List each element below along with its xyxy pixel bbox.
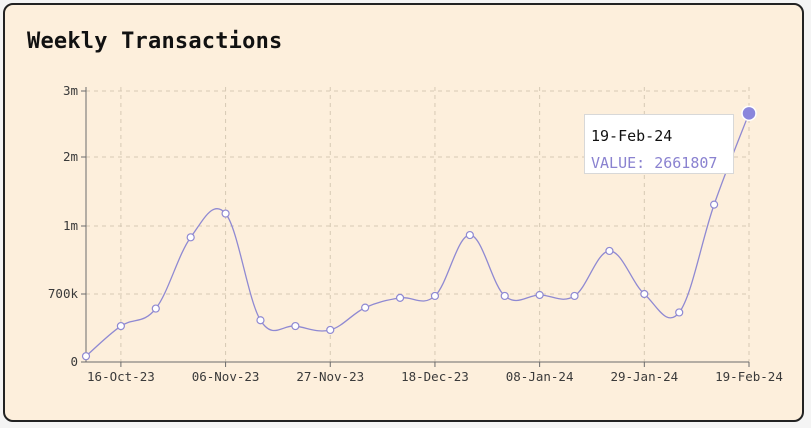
y-tick-label: 0 xyxy=(70,354,78,369)
grid xyxy=(86,87,750,362)
data-point xyxy=(535,290,544,300)
tooltip-value: VALUE: 2661807 xyxy=(591,154,718,172)
data-point xyxy=(116,321,125,331)
data-point xyxy=(291,321,300,331)
x-tick-label: 29-Jan-24 xyxy=(610,369,678,384)
data-point xyxy=(430,291,440,301)
chart-card: Weekly Transactions 0 700k 1m 2m 3m 16-Oct-23… xyxy=(3,3,804,422)
x-tick-label: 08-Jan-24 xyxy=(506,369,574,384)
active-data-point xyxy=(741,105,757,122)
y-tick-label: 1m xyxy=(63,218,78,233)
x-tick-label: 18-Dec-23 xyxy=(401,369,469,384)
data-point xyxy=(675,308,684,317)
x-tick-label: 19-Feb-24 xyxy=(715,369,783,384)
data-point xyxy=(361,303,370,312)
data-point xyxy=(710,200,719,209)
axes: 0 700k 1m 2m 3m 16-Oct-23 06-Nov-23 27-Nov-23 18… xyxy=(48,83,783,384)
chart-title: Weekly Transactions xyxy=(27,29,283,54)
data-point xyxy=(221,209,230,218)
x-tick-label: 06-Nov-23 xyxy=(192,369,260,384)
y-tick-label: 2m xyxy=(63,149,78,164)
data-point xyxy=(605,246,614,256)
data-point xyxy=(395,293,405,302)
data-point xyxy=(465,230,474,240)
chart-tooltip: 19-Feb-24 VALUE: 2661807 xyxy=(584,114,734,174)
data-point xyxy=(256,316,265,325)
y-tick-label: 3m xyxy=(63,83,78,98)
x-tick-label: 27-Nov-23 xyxy=(296,369,364,384)
y-tick-label: 700k xyxy=(48,286,79,301)
data-point xyxy=(81,352,91,361)
line-chart: 0 700k 1m 2m 3m 16-Oct-23 06-Nov-23 27-Nov-23 18… xyxy=(48,83,783,384)
data-point xyxy=(640,289,649,299)
x-tick-label: 16-Oct-23 xyxy=(87,369,155,384)
data-point xyxy=(186,233,195,242)
data-point xyxy=(500,291,509,301)
data-point xyxy=(326,325,335,335)
tooltip-label: 19-Feb-24 xyxy=(591,127,673,145)
data-point xyxy=(151,304,160,313)
data-points xyxy=(81,105,757,361)
data-point xyxy=(570,291,579,301)
